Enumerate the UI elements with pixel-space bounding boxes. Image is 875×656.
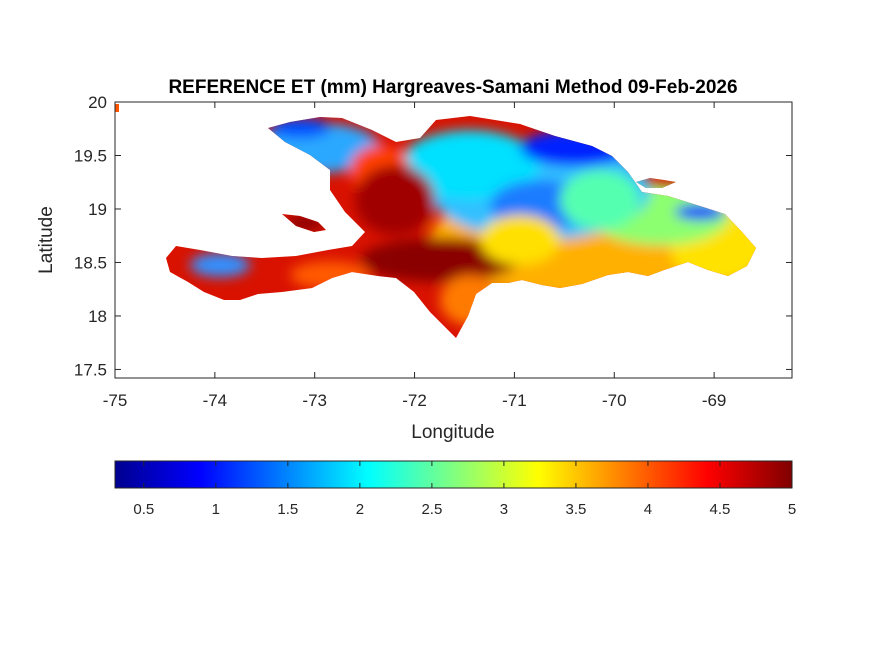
y-tick-label: 17.5 xyxy=(74,360,107,379)
axes-frame xyxy=(114,101,793,379)
x-axis: -75 -74 -73 -72 -71 -70 -69 xyxy=(103,102,727,410)
x-tick-label: -70 xyxy=(602,391,627,410)
x-tick-label: -73 xyxy=(302,391,327,410)
x-tick-label: -72 xyxy=(402,391,427,410)
colorbar-tick-label: 2 xyxy=(356,501,364,518)
colorbar-gradient xyxy=(114,460,793,489)
colorbar-tick-label: 2.5 xyxy=(421,501,442,518)
colorbar-tick-label: 4 xyxy=(644,501,652,518)
colorbar-tick-label: 1.5 xyxy=(277,501,298,518)
colorbar-tick-label: 5 xyxy=(788,501,796,518)
colorbar: 0.5 1 1.5 2 2.5 3 3.5 4 4.5 5 xyxy=(114,460,796,518)
colorbar-tick-label: 0.5 xyxy=(133,501,154,518)
y-tick-label: 20 xyxy=(88,93,107,112)
island-fragment xyxy=(115,104,119,112)
x-tick-label: -74 xyxy=(203,391,228,410)
x-tick-label: -69 xyxy=(702,391,727,410)
y-tick-label: 19.5 xyxy=(74,146,107,165)
y-tick-label: 19 xyxy=(88,200,107,219)
y-axis: 20 19.5 19 18.5 18 17.5 xyxy=(74,93,792,379)
y-tick-label: 18.5 xyxy=(74,253,107,272)
y-axis-label: Latitude xyxy=(36,206,57,274)
colorbar-tick-label: 4.5 xyxy=(710,501,731,518)
colorbar-tick-label: 3 xyxy=(500,501,508,518)
colorbar-tick-label: 1 xyxy=(212,501,220,518)
y-tick-label: 18 xyxy=(88,307,107,326)
chart-title: REFERENCE ET (mm) Hargreaves-Samani Meth… xyxy=(168,77,737,98)
colorbar-ticks: 0.5 1 1.5 2 2.5 3 3.5 4 4.5 5 xyxy=(133,461,796,518)
x-tick-label: -71 xyxy=(502,391,527,410)
x-tick-label: -75 xyxy=(103,391,128,410)
colorbar-tick-label: 3.5 xyxy=(566,501,587,518)
x-axis-label: Longitude xyxy=(411,422,494,443)
